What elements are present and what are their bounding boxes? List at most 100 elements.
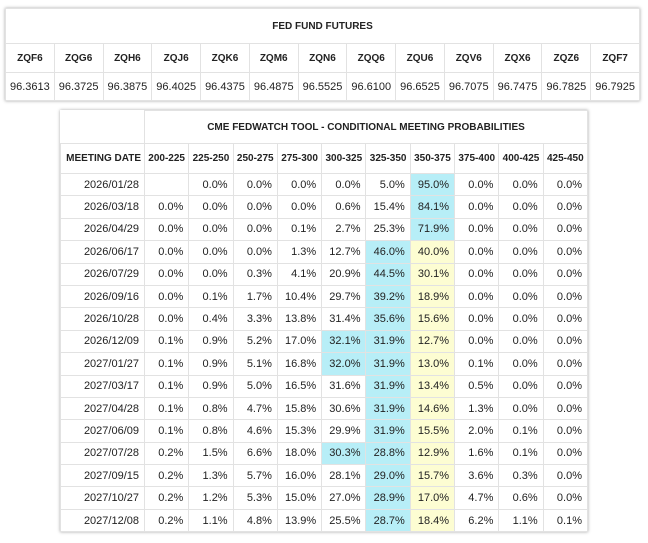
probability-cell: 32.0% bbox=[321, 352, 367, 376]
probability-cell: 0.0% bbox=[454, 284, 500, 309]
probability-cell: 31.9% bbox=[365, 374, 411, 398]
probability-cell: 13.4% bbox=[409, 374, 456, 398]
probability-cell: 0.8% bbox=[188, 419, 234, 443]
probability-cell: 0.0% bbox=[542, 172, 589, 197]
probability-cell: 1.7% bbox=[232, 284, 278, 309]
probability-cell: 28.1% bbox=[321, 464, 367, 488]
probability-cell: 6.6% bbox=[232, 441, 278, 466]
probability-cell: 31.4% bbox=[321, 307, 367, 331]
meeting-row: 2027/04/28 0.1% 0.8% 4.7% 15.8% 30.6% 31.9% 14.… bbox=[60, 396, 589, 421]
probability-cell: 18.4% bbox=[409, 508, 456, 533]
contract-header: ZQF7 bbox=[590, 43, 640, 73]
probability-cell: 0.0% bbox=[143, 284, 190, 309]
probability-cell: 15.0% bbox=[276, 486, 323, 510]
probability-cell: 0.0% bbox=[143, 195, 190, 219]
probability-cell: 0.0% bbox=[188, 195, 234, 219]
probability-cell: 4.7% bbox=[232, 396, 278, 421]
futures-title: FED FUND FUTURES bbox=[5, 8, 640, 44]
probability-cell: 25.3% bbox=[365, 217, 411, 242]
probability-cell: 5.0% bbox=[365, 172, 411, 197]
probability-cell: 0.4% bbox=[188, 307, 234, 331]
probability-cell: 0.0% bbox=[498, 352, 544, 376]
column-header: 400-425 bbox=[498, 143, 544, 174]
probability-cell: 5.7% bbox=[232, 464, 278, 488]
probability-cell: 5.3% bbox=[232, 486, 278, 510]
column-header: 375-400 bbox=[454, 143, 500, 174]
probability-cell: 35.6% bbox=[365, 307, 411, 331]
probability-cell: 1.3% bbox=[454, 396, 500, 421]
contract-header: ZQN6 bbox=[297, 43, 348, 73]
probability-cell: 0.3% bbox=[232, 262, 278, 286]
probability-cell: 0.0% bbox=[542, 441, 589, 466]
probability-cell: 0.6% bbox=[498, 486, 544, 510]
meeting-date: 2026/07/29 bbox=[60, 262, 145, 286]
probability-cell: 15.7% bbox=[409, 464, 456, 488]
contract-price: 96.3725 bbox=[53, 72, 104, 101]
meeting-date: 2027/03/17 bbox=[60, 374, 145, 398]
probability-cell: 25.5% bbox=[321, 508, 367, 533]
probability-cell: 0.1% bbox=[143, 374, 190, 398]
probability-cell: 13.9% bbox=[276, 508, 323, 533]
probability-cell: 0.0% bbox=[542, 352, 589, 376]
meeting-row: 2027/12/08 0.2% 1.1% 4.8% 13.9% 25.5% 28.7% 18.… bbox=[60, 508, 589, 533]
contract-header: ZQH6 bbox=[102, 43, 153, 73]
probability-cell: 0.0% bbox=[498, 172, 544, 197]
contract-header: ZQZ6 bbox=[541, 43, 592, 73]
meeting-row: 2026/09/16 0.0% 0.1% 1.7% 10.4% 29.7% 39.2% 18.… bbox=[60, 284, 589, 309]
contract-price: 96.7825 bbox=[541, 72, 592, 101]
probability-cell: 0.0% bbox=[188, 217, 234, 242]
probability-cell: 0.0% bbox=[276, 195, 323, 219]
probability-cell: 0.0% bbox=[454, 172, 500, 197]
probability-cell: 39.2% bbox=[365, 284, 411, 309]
probability-cell: 12.7% bbox=[409, 329, 456, 354]
column-header: 325-350 bbox=[365, 143, 411, 174]
probability-cell: 14.6% bbox=[409, 396, 456, 421]
probability-cell: 0.9% bbox=[188, 329, 234, 354]
probability-cell: 1.5% bbox=[188, 441, 234, 466]
probability-cell: 30.1% bbox=[409, 262, 456, 286]
probability-cell: 5.2% bbox=[232, 329, 278, 354]
meeting-row: 2026/01/28 0.0% 0.0% 0.0% 0.0% 5.0% 95.0% 0.0% 0… bbox=[60, 172, 589, 197]
probability-cell: 20.9% bbox=[321, 262, 367, 286]
probability-cell: 1.6% bbox=[454, 441, 500, 466]
contract-price: 96.5525 bbox=[297, 72, 348, 101]
column-header: 275-300 bbox=[276, 143, 323, 174]
probability-cell: 0.0% bbox=[542, 396, 589, 421]
column-header: 425-450 bbox=[542, 143, 589, 174]
probability-cell: 0.0% bbox=[188, 262, 234, 286]
probability-cell: 6.2% bbox=[454, 508, 500, 533]
probability-cell: 0.9% bbox=[188, 374, 234, 398]
probability-cell: 31.9% bbox=[365, 352, 411, 376]
probability-cell: 0.0% bbox=[454, 262, 500, 286]
probability-cell: 28.9% bbox=[365, 486, 411, 510]
meeting-row: 2026/04/29 0.0% 0.0% 0.0% 0.1% 2.7% 25.3% 71.9%… bbox=[60, 217, 589, 242]
probability-cell: 0.2% bbox=[143, 441, 190, 466]
meeting-date: 2027/12/08 bbox=[60, 508, 145, 533]
column-header: 200-225 bbox=[143, 143, 190, 174]
probability-cell: 29.0% bbox=[365, 464, 411, 488]
probability-cell: 31.9% bbox=[365, 329, 411, 354]
probability-cell: 0.0% bbox=[188, 172, 234, 197]
probability-cell: 31.9% bbox=[365, 419, 411, 443]
probability-cell: 0.1% bbox=[276, 217, 323, 242]
contract-header: ZQK6 bbox=[200, 43, 250, 73]
probability-cell: 15.3% bbox=[276, 419, 323, 443]
fedwatch-title: CME FEDWATCH TOOL - CONDITIONAL MEETING … bbox=[144, 110, 588, 144]
probability-cell: 10.4% bbox=[276, 284, 323, 309]
probability-cell: 13.0% bbox=[409, 352, 456, 376]
probability-cell: 0.0% bbox=[232, 240, 278, 264]
probability-cell: 0.0% bbox=[542, 374, 589, 398]
probability-cell: 16.5% bbox=[276, 374, 323, 398]
column-header: MEETING DATE bbox=[60, 143, 145, 174]
meeting-row: 2026/03/18 0.0% 0.0% 0.0% 0.0% 0.6% 15.4% 84.1%… bbox=[60, 195, 589, 219]
probability-cell: 4.1% bbox=[276, 262, 323, 286]
meeting-date: 2026/04/29 bbox=[60, 217, 145, 242]
probability-cell: 0.0% bbox=[542, 464, 589, 488]
probability-cell: 0.0% bbox=[143, 217, 190, 242]
probability-cell: 44.5% bbox=[365, 262, 411, 286]
probability-cell: 0.0% bbox=[542, 307, 589, 331]
probability-cell: 0.0% bbox=[498, 262, 544, 286]
meeting-date: 2027/06/09 bbox=[60, 419, 145, 443]
probability-cell: 18.0% bbox=[276, 441, 323, 466]
probability-cell: 0.0% bbox=[143, 307, 190, 331]
